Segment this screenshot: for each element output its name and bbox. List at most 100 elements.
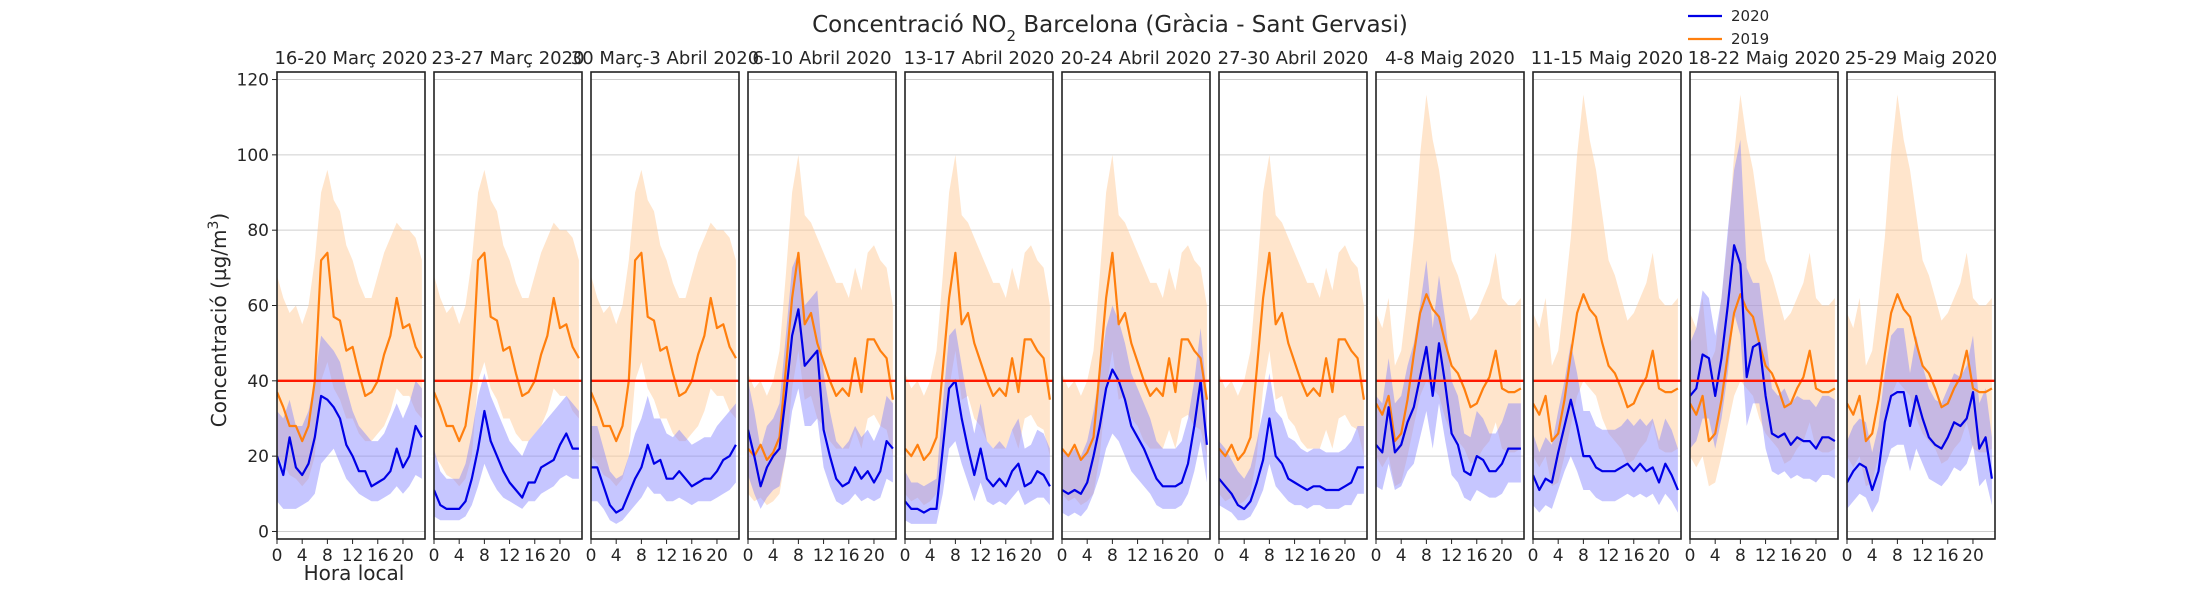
series-line-2019	[905, 251, 1051, 461]
x-tick-label: 20	[1648, 546, 1670, 566]
ylabel-main: Concentració (µg/m	[207, 229, 231, 427]
x-tick-label: 8	[1264, 546, 1275, 566]
x-tick-label: 0	[1685, 546, 1696, 566]
panel-2: 23-27 Març 2020 0 4 8 12 16 20	[429, 48, 585, 566]
band-2019	[1690, 94, 1835, 487]
panel-10: 18-22 Maig 2020 0 4 8 12 16 20	[1685, 48, 1841, 566]
x-tick-label: 12	[656, 546, 678, 566]
series-line-2019	[277, 251, 423, 443]
x-tick-label: 4	[1553, 546, 1564, 566]
panel-plot-area	[1847, 94, 1993, 513]
x-tick-label: 12	[499, 546, 521, 566]
panel-title: 18-22 Maig 2020	[1688, 48, 1841, 69]
series-line-2019	[1062, 251, 1208, 461]
x-tick-label: 0	[1214, 546, 1225, 566]
y-tick-label: 40	[247, 372, 269, 392]
panel-8: 4-8 Maig 2020 0 4 8 12 16 20	[1371, 48, 1525, 566]
panel-4: 6-10 Abril 2020 0 4 8 12 16 20	[743, 48, 897, 566]
title-subscript: 2	[1006, 27, 1016, 45]
panel-frame	[904, 71, 1054, 540]
panel-frame	[747, 71, 897, 540]
x-tick-label: 8	[1107, 546, 1118, 566]
series-line-2020	[1219, 417, 1364, 510]
x-tick-label: 16	[367, 546, 389, 566]
x-tick-label: 16	[681, 546, 703, 566]
series-line-2019	[1847, 293, 1993, 443]
legend-label-2020: 2020	[1731, 7, 1769, 25]
y-tick-label: 80	[247, 221, 269, 241]
panel-plot-area	[1376, 94, 1522, 502]
x-tick-label: 4	[454, 546, 465, 566]
series-line-2020	[748, 308, 894, 488]
series-line-2019	[434, 251, 580, 443]
panel-frame	[1375, 71, 1525, 540]
panel-title: 27-30 Abril 2020	[1218, 48, 1369, 69]
x-tick-label: 16	[1152, 546, 1174, 566]
title-suffix: Barcelona (Gràcia - Sant Gervasi)	[1016, 12, 1408, 38]
x-tick-label: 8	[636, 546, 647, 566]
panel-9: 11-15 Maig 2020 0 4 8 12 16 20	[1528, 48, 1684, 566]
panel-title: 4-8 Maig 2020	[1385, 48, 1515, 69]
x-tick-label: 20	[1962, 546, 1984, 566]
x-tick-label: 12	[1284, 546, 1306, 566]
x-tick-label: 12	[1755, 546, 1777, 566]
band-2020	[591, 395, 736, 524]
x-tick-label: 4	[1239, 546, 1250, 566]
band-2020	[1847, 328, 1992, 513]
panel-plot-area	[1219, 154, 1365, 521]
series-line-2020	[1533, 398, 1679, 492]
series-line-2020	[277, 394, 423, 488]
band-2019	[1847, 94, 1992, 487]
panel-plot-area	[277, 169, 423, 509]
panel-frame	[1532, 71, 1682, 540]
x-tick-label: 12	[1441, 546, 1463, 566]
y-axis-label: Concentració (µg/m3)	[206, 213, 231, 428]
x-tick-label: 0	[900, 546, 911, 566]
panel-title: 16-20 Març 2020	[274, 48, 427, 69]
x-tick-label: 8	[950, 546, 961, 566]
x-tick-label: 4	[768, 546, 779, 566]
x-tick-label: 4	[297, 546, 308, 566]
panel-title: 6-10 Abril 2020	[752, 48, 891, 69]
series-line-2019	[1533, 293, 1679, 443]
panel-plot-area	[1533, 94, 1679, 513]
x-tick-label: 20	[1491, 546, 1513, 566]
band-2019	[277, 169, 422, 487]
x-tick-label: 8	[322, 546, 333, 566]
x-tick-label: 16	[1937, 546, 1959, 566]
series-line-2020	[1690, 244, 1836, 450]
panel-frame	[590, 71, 740, 540]
panel-11: 25-29 Maig 2020 0 4 8 12 16 20	[1842, 48, 1998, 566]
series-line-2019	[748, 251, 894, 461]
title-prefix: Concentració NO	[812, 12, 1006, 38]
series-line-2019	[1690, 293, 1836, 443]
band-2020	[1533, 343, 1678, 513]
band-2019	[1376, 94, 1521, 487]
x-tick-label: 16	[1623, 546, 1645, 566]
series-line-2020	[434, 409, 579, 510]
x-tick-label: 20	[549, 546, 571, 566]
panel-frame	[1061, 71, 1211, 540]
x-tick-label: 4	[925, 546, 936, 566]
x-tick-label: 0	[743, 546, 754, 566]
legend-label-2019: 2019	[1731, 30, 1769, 48]
x-tick-label: 8	[1735, 546, 1746, 566]
x-tick-label: 8	[793, 546, 804, 566]
x-tick-label: 12	[1127, 546, 1149, 566]
band-2019	[1533, 94, 1678, 487]
band-2019	[1219, 154, 1364, 506]
series-line-2020	[1062, 368, 1208, 495]
x-tick-label: 0	[1057, 546, 1068, 566]
x-tick-label: 8	[1578, 546, 1589, 566]
x-tick-label: 4	[611, 546, 622, 566]
series-line-2020	[1847, 391, 1993, 492]
x-tick-label: 20	[706, 546, 728, 566]
x-tick-label: 4	[1867, 546, 1878, 566]
series-line-2020	[905, 379, 1051, 514]
panel-6: 20-24 Abril 2020 0 4 8 12 16 20	[1057, 48, 1212, 566]
x-tick-label: 0	[1842, 546, 1853, 566]
series-line-2020	[1376, 342, 1521, 477]
panel-plot-area	[434, 169, 580, 521]
x-tick-label: 20	[392, 546, 414, 566]
